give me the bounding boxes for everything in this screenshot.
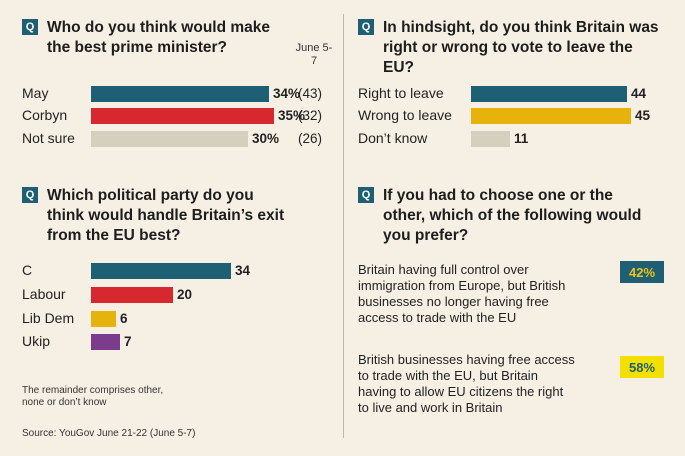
category-label: Don’t know (358, 130, 428, 146)
chart-title: Which political party do you think would… (47, 187, 285, 244)
category-label: Corbyn (22, 107, 68, 123)
bar (91, 287, 173, 303)
question-badge: Q (358, 187, 374, 203)
value-label: 45 (635, 108, 651, 123)
previous-value-label: (43) (298, 86, 323, 101)
question-badge: Q (22, 19, 38, 35)
bar (91, 86, 269, 102)
category-label: Lib Dem (22, 310, 75, 326)
value-label: 34 (235, 263, 251, 278)
bar (91, 131, 248, 147)
value-label: 35% (278, 108, 306, 123)
bar (91, 108, 274, 124)
footnote-line: none or don’t know (22, 397, 107, 408)
category-label: Labour (22, 286, 66, 302)
category-label: Wrong to leave (358, 107, 452, 123)
percent-badge: 42% (620, 261, 664, 283)
bar (91, 311, 116, 327)
value-label: 30% (252, 131, 280, 146)
percent-badge: 58% (620, 356, 664, 378)
option-line: businesses no longer having free (358, 294, 549, 309)
value-label: 34% (273, 86, 301, 101)
category-label: May (22, 85, 49, 101)
value-label: 44 (631, 86, 647, 101)
category-label: C (22, 262, 33, 278)
option-text: British businesses having free access to… (358, 352, 613, 416)
chart-title: Who do you think would make the best pri… (47, 19, 271, 56)
question-badge: Q (22, 187, 38, 203)
option-line: having to allow EU citizens the right (358, 384, 564, 399)
option-line: immigration from Europe, but British (358, 278, 566, 293)
bar (471, 131, 510, 147)
value-label: 6 (120, 311, 128, 326)
footnote: The remainder comprises other, none or d… (22, 385, 192, 409)
value-label: 20 (177, 287, 193, 302)
chart-title: If you had to choose one or the other, w… (383, 187, 642, 244)
previous-value-label: (32) (298, 108, 323, 123)
category-label: Ukip (22, 333, 51, 349)
bar (91, 334, 120, 350)
bar (471, 86, 627, 102)
question-badge: Q (358, 19, 374, 35)
value-label: 7 (124, 334, 132, 349)
previous-value-label: (26) (298, 131, 323, 146)
category-label: Right to leave (358, 85, 444, 101)
option-line: access to trade with the EU (358, 310, 517, 325)
value-label: 11 (514, 131, 529, 146)
option-line: Britain having full control over (358, 262, 529, 277)
bar (471, 108, 631, 124)
bar (91, 263, 231, 279)
chart-title: In hindsight, do you think Britain was r… (383, 19, 659, 76)
footnote-line: The remainder comprises other, (22, 385, 164, 396)
date-label: June 5-7 (295, 42, 333, 67)
option-line: to live and work in Britain (358, 400, 503, 415)
panel-divider (343, 14, 344, 438)
option-text: Britain having full control over immigra… (358, 262, 613, 326)
option-line: British businesses having free access (358, 352, 575, 367)
source-note: Source: YouGov June 21-22 (June 5-7) (22, 428, 196, 439)
category-label: Not sure (22, 130, 75, 146)
option-line: to trade with the EU, but Britain (358, 368, 538, 383)
